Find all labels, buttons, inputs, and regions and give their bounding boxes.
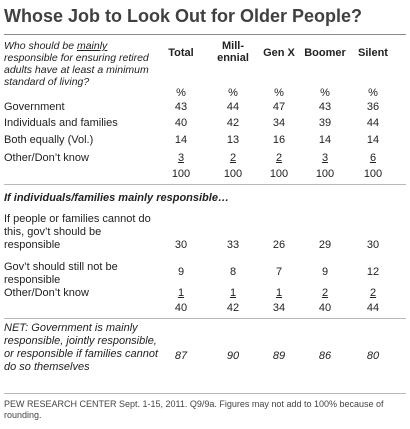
- row-label: Government: [4, 101, 65, 113]
- net-cell: 89: [272, 350, 286, 362]
- column-header: Mill-ennial: [217, 40, 249, 64]
- table-cell: 47: [272, 101, 286, 113]
- column-header: Silent: [358, 47, 388, 59]
- table-cell: 36: [366, 101, 380, 113]
- question-post: responsible for ensuring retired adults …: [4, 52, 149, 88]
- footer-divider: [4, 393, 406, 394]
- source-note: PEW RESEARCH CENTER Sept. 1-15, 2011. Q9…: [4, 399, 384, 420]
- survey-question: Who should be mainly responsible for ens…: [4, 40, 156, 88]
- total-cell: 40: [318, 302, 332, 314]
- row-label: Both equally (Vol.): [4, 134, 94, 146]
- total-cell: 42: [226, 302, 240, 314]
- table-cell: 14: [174, 134, 188, 146]
- percent-sign: %: [320, 87, 330, 99]
- table-cell: 2: [321, 287, 329, 299]
- table-cell: 30: [366, 239, 380, 251]
- total-cell: 40: [174, 302, 188, 314]
- total-cell: 100: [223, 168, 243, 180]
- table-cell: 7: [275, 266, 283, 278]
- table-cell: 2: [229, 152, 237, 164]
- percent-sign: %: [368, 87, 378, 99]
- total-cell: 34: [272, 302, 286, 314]
- table-cell: 9: [177, 266, 185, 278]
- percent-sign: %: [228, 87, 238, 99]
- table-cell: 34: [272, 117, 286, 129]
- row-label: Other/Don’t know: [4, 152, 89, 164]
- table-cell: 14: [318, 134, 332, 146]
- percent-sign: %: [176, 87, 186, 99]
- net-cell: 86: [318, 350, 332, 362]
- net-label: NET: Government is mainly responsible, j…: [4, 322, 159, 373]
- net-cell: 90: [226, 350, 240, 362]
- table-cell: 1: [275, 287, 283, 299]
- table-cell: 29: [318, 239, 332, 251]
- total-cell: 100: [315, 168, 335, 180]
- table-cell: 2: [275, 152, 283, 164]
- table-cell: 39: [318, 117, 332, 129]
- table-cell: 9: [321, 266, 329, 278]
- table-cell: 43: [318, 101, 332, 113]
- row-label: If people or families cannot do this, go…: [4, 213, 151, 251]
- table-cell: 14: [366, 134, 380, 146]
- question-pre: Who should be: [4, 40, 77, 52]
- chart-title: Whose Job to Look Out for Older People?: [4, 6, 363, 26]
- table-cell: 8: [229, 266, 237, 278]
- table-cell: 3: [321, 152, 329, 164]
- percent-sign: %: [274, 87, 284, 99]
- table-cell: 13: [226, 134, 240, 146]
- table-cell: 44: [226, 101, 240, 113]
- table-cell: 2: [369, 287, 377, 299]
- table-cell: 26: [272, 239, 286, 251]
- net-cell: 87: [174, 350, 188, 362]
- question-underlined: mainly: [76, 40, 108, 52]
- title-divider: [4, 34, 406, 35]
- table-cell: 12: [366, 266, 380, 278]
- row-label: Individuals and families: [4, 117, 118, 129]
- table-cell: 40: [174, 117, 188, 129]
- total-cell: 44: [366, 302, 380, 314]
- table-cell: 43: [174, 101, 188, 113]
- row-label: Gov’t should still not be responsible: [4, 261, 118, 286]
- table-cell: 42: [226, 117, 240, 129]
- total-cell: 100: [269, 168, 289, 180]
- net-cell: 80: [366, 350, 380, 362]
- total-cell: 100: [171, 168, 191, 180]
- total-cell: 100: [363, 168, 383, 180]
- section-heading: If individuals/families mainly responsib…: [4, 192, 229, 204]
- table-cell: 44: [366, 117, 380, 129]
- table-cell: 1: [177, 287, 185, 299]
- column-header: Boomer: [304, 47, 346, 59]
- table-cell: 16: [272, 134, 286, 146]
- table-cell: 30: [174, 239, 188, 251]
- table-cell: 1: [229, 287, 237, 299]
- column-header: Gen X: [263, 47, 295, 59]
- column-header: Total: [168, 47, 194, 59]
- table-cell: 3: [177, 152, 185, 164]
- row-label: Other/Don’t know: [4, 287, 89, 299]
- table-cell: 6: [369, 152, 377, 164]
- section-divider: [4, 318, 406, 319]
- table-cell: 33: [226, 239, 240, 251]
- section-divider: [4, 184, 406, 185]
